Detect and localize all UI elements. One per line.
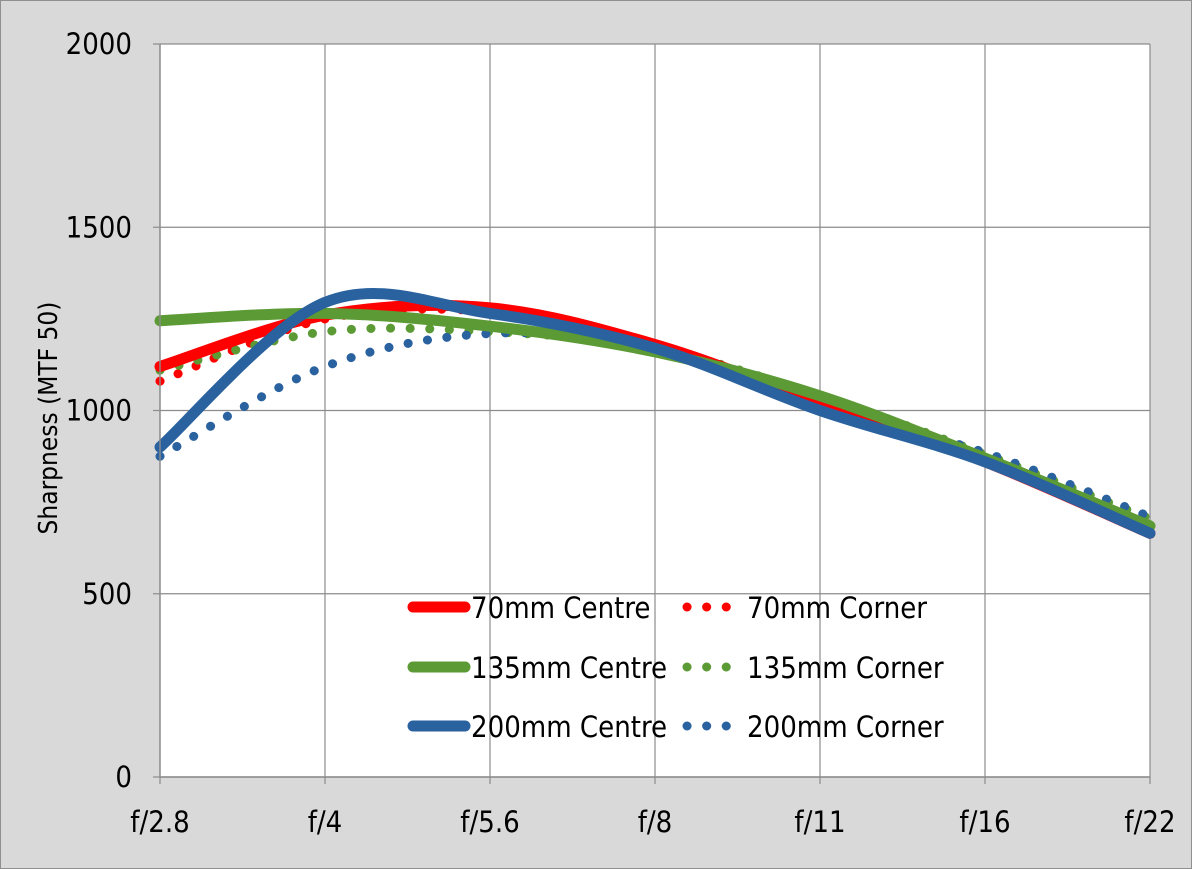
- x-tick-label: f/4: [308, 805, 343, 839]
- y-tick-label: 1000: [66, 394, 132, 428]
- legend-label-70mm-corner: 70mm Corner: [747, 591, 927, 625]
- y-tick-label: 500: [82, 577, 132, 611]
- x-tick-label: f/5.6: [460, 805, 519, 839]
- x-tick-label: f/2.8: [130, 805, 189, 839]
- series-line-200mm-centre: [154, 287, 1156, 539]
- y-axis-title: Sharpness (MTF 50): [34, 302, 64, 535]
- legend-label-135mm-corner: 135mm Corner: [747, 651, 944, 685]
- x-tick-label: f/22: [1124, 805, 1175, 839]
- legend-label-200mm-corner: 200mm Corner: [747, 710, 944, 744]
- y-tick-label: 1500: [66, 210, 132, 244]
- legend-label-135mm-centre: 135mm Centre: [471, 651, 667, 685]
- x-tick-label: f/16: [959, 805, 1010, 839]
- x-tick-label: f/8: [638, 805, 673, 839]
- legend-label-200mm-centre: 200mm Centre: [471, 710, 667, 744]
- y-tick-label: 0: [115, 760, 132, 794]
- x-tick-label: f/11: [794, 805, 845, 839]
- legend-label-70mm-centre: 70mm Centre: [471, 591, 651, 625]
- y-tick-label: 2000: [66, 27, 132, 61]
